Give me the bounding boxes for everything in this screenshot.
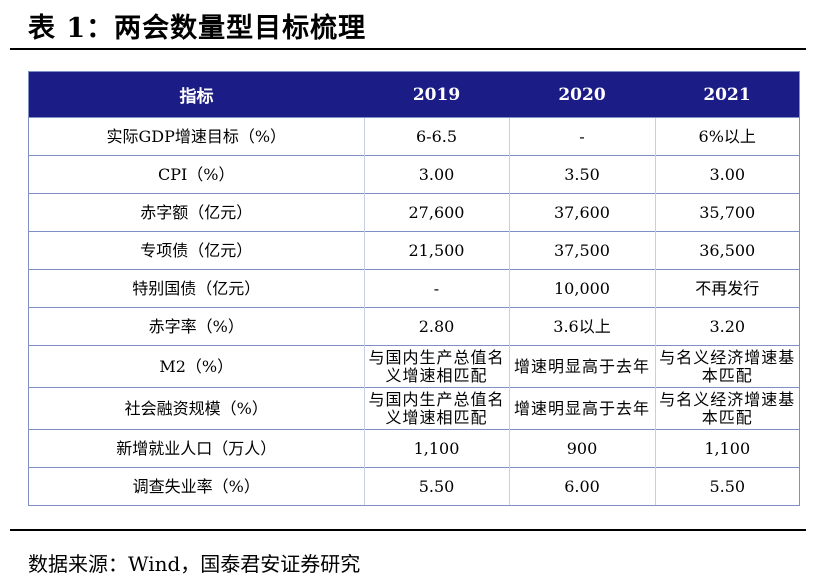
row-label: 实际GDP增速目标（%） <box>29 117 364 156</box>
cell-2020: 3.50 <box>508 155 655 194</box>
row-label: 新增就业人口（万人） <box>29 429 364 468</box>
cell-2019: 与国内生产总值名义增速相匹配 <box>363 345 509 388</box>
cell-2020: 37,500 <box>508 231 655 270</box>
row-label: M2（%） <box>29 345 364 388</box>
cell-2019: 3.00 <box>363 155 509 194</box>
cell-2019: 6-6.5 <box>363 117 509 156</box>
cell-2020: 增速明显高于去年 <box>508 387 655 430</box>
row-label: CPI（%） <box>29 155 364 194</box>
table-row: 调查失业率（%） 5.50 6.00 5.50 <box>29 467 799 505</box>
table-title: 表 1：两会数量型目标梳理 <box>28 13 367 44</box>
table-row: 赤字额（亿元） 27,600 37,600 35,700 <box>29 193 799 232</box>
cell-2020: 增速明显高于去年 <box>508 345 655 388</box>
cell-2019: 2.80 <box>363 307 509 346</box>
cell-2020: 37,600 <box>508 193 655 232</box>
row-label: 赤字率（%） <box>29 307 364 346</box>
cell-2021: 不再发行 <box>654 269 799 308</box>
table-row: 专项债（亿元） 21,500 37,500 36,500 <box>29 231 799 270</box>
cell-2021: 6%以上 <box>654 117 799 156</box>
table-row: M2（%） 与国内生产总值名义增速相匹配 增速明显高于去年 与名义经济增速基本匹… <box>29 345 799 388</box>
cell-2021: 与名义经济增速基本匹配 <box>654 345 799 388</box>
row-label: 特别国债（亿元） <box>29 269 364 308</box>
cell-2020: 900 <box>508 429 655 468</box>
cell-2021: 3.00 <box>654 155 799 194</box>
cell-2020: - <box>508 117 655 156</box>
cell-2020: 3.6以上 <box>508 307 655 346</box>
header-2019: 2019 <box>364 72 509 118</box>
table-row: 赤字率（%） 2.80 3.6以上 3.20 <box>29 307 799 346</box>
header-2020: 2020 <box>509 72 655 118</box>
cell-2021: 1,100 <box>654 429 799 468</box>
targets-table: 指标 2019 2020 2021 实际GDP增速目标（%） 6-6.5 - 6… <box>28 71 800 506</box>
cell-2019: 5.50 <box>363 467 509 505</box>
row-label: 社会融资规模（%） <box>29 387 364 430</box>
cell-2019: - <box>363 269 509 308</box>
table-row: 实际GDP增速目标（%） 6-6.5 - 6%以上 <box>29 117 799 156</box>
row-label: 赤字额（亿元） <box>29 193 364 232</box>
bottom-rule <box>10 529 806 531</box>
cell-2019: 1,100 <box>363 429 509 468</box>
table-row: 社会融资规模（%） 与国内生产总值名义增速相匹配 增速明显高于去年 与名义经济增… <box>29 387 799 430</box>
header-2021: 2021 <box>655 72 799 118</box>
cell-2021: 与名义经济增速基本匹配 <box>654 387 799 430</box>
cell-2019: 与国内生产总值名义增速相匹配 <box>363 387 509 430</box>
row-label: 调查失业率（%） <box>29 467 364 505</box>
cell-2021: 35,700 <box>654 193 799 232</box>
top-rule <box>10 48 806 50</box>
table-row: CPI（%） 3.00 3.50 3.00 <box>29 155 799 194</box>
cell-2019: 27,600 <box>363 193 509 232</box>
cell-2019: 21,500 <box>363 231 509 270</box>
source-note: 数据来源：Wind，国泰君安证券研究 <box>28 552 361 576</box>
cell-2021: 36,500 <box>654 231 799 270</box>
row-label: 专项债（亿元） <box>29 231 364 270</box>
cell-2021: 3.20 <box>654 307 799 346</box>
table-row: 新增就业人口（万人） 1,100 900 1,100 <box>29 429 799 468</box>
header-row: 指标 2019 2020 2021 <box>29 72 799 118</box>
cell-2020: 10,000 <box>508 269 655 308</box>
cell-2020: 6.00 <box>508 467 655 505</box>
header-indicator: 指标 <box>29 72 364 118</box>
table-row: 特别国债（亿元） - 10,000 不再发行 <box>29 269 799 308</box>
cell-2021: 5.50 <box>654 467 799 505</box>
